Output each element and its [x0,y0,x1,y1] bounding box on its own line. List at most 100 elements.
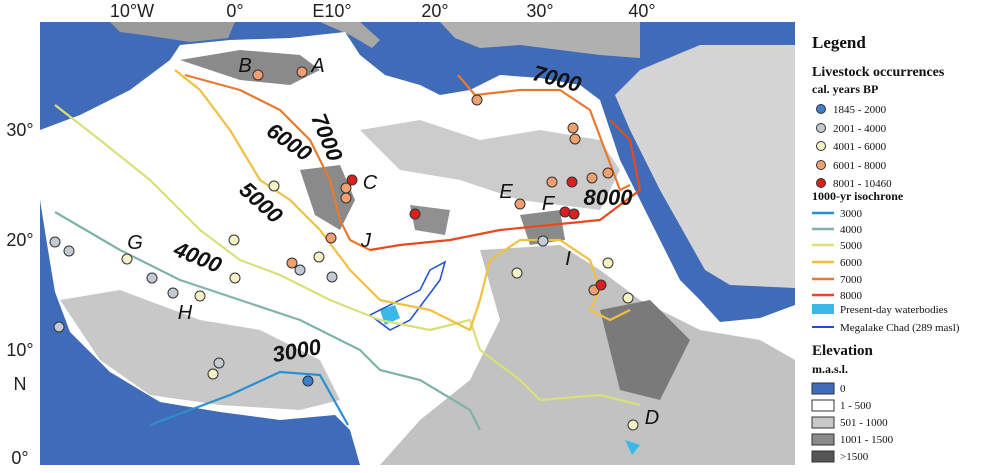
occurrences [49,66,639,431]
legend-heading: Elevation [812,343,873,359]
occurrence [286,257,298,269]
occurrence [559,206,571,218]
legend-item: 6001 - 8000 [833,160,887,172]
legend-swatch [816,123,826,133]
site-label: E [499,181,513,203]
site-label: B [238,55,251,77]
elevation-area [300,165,355,230]
legend-title: Legend [812,33,866,52]
legend-item: 8000 [840,290,863,302]
legend-swatch [816,141,826,151]
isochrone-4000 [54,211,481,431]
occurrence [514,198,526,210]
site-label: I [565,248,571,270]
occurrence [121,253,133,265]
elevation-area [520,210,565,245]
land-arabia [615,45,795,288]
site-label: G [127,232,143,254]
legend-swatch [816,178,826,188]
occurrence [567,122,579,134]
legend-heading: Livestock occurrences [812,65,945,80]
occurrence [409,208,421,220]
occurrence [53,321,65,333]
legend-subheading: 1000-yr isochrone [812,189,904,203]
occurrence [627,419,639,431]
occurrence [302,375,314,387]
legend-item: 6000 [840,257,863,269]
legend-item: 501 - 1000 [840,417,888,429]
occurrence [602,167,614,179]
elevation-area [360,120,620,210]
legend-subheading: m.a.s.l. [812,362,848,376]
elevation-area [180,50,320,85]
lon-label: 40° [628,1,655,21]
legend-swatch [816,160,826,170]
legend-item: 0 [840,383,846,395]
occurrence [213,357,225,369]
isochrone-8000 [369,119,642,252]
occurrence [586,172,598,184]
lon-label: 0° [226,1,243,21]
occurrence [194,290,206,302]
isochrone-label: 8000 [584,185,634,210]
occurrence [602,257,614,269]
occurrence [595,279,607,291]
occurrence [340,182,352,194]
legend-subheading: cal. years BP [812,82,878,96]
lon-label: 20° [421,1,448,21]
site-label: H [178,302,193,324]
occurrence [546,176,558,188]
isochrone-5000 [54,104,641,407]
legend-item: 1 - 500 [840,400,872,412]
occurrence [63,245,75,257]
land-europe [440,22,640,58]
legend-item: 3000 [840,208,863,220]
lon-label: 10°W [110,1,154,21]
occurrence [340,192,352,204]
occurrence [294,264,306,276]
legend-swatch [816,104,826,114]
lat-label: 0° [11,448,28,468]
legend-swatch [811,416,835,429]
site-label: J [360,230,372,252]
legend-swatch [811,399,835,412]
site-label: F [542,193,556,215]
legend-item: Present-day waterbodies [840,304,948,316]
occurrence [622,292,634,304]
legend-swatch [811,450,835,463]
isochrone-3000 [149,370,349,427]
legend-swatch [811,382,835,395]
legend-swatch [812,304,834,314]
land-europe [320,22,380,48]
legend-item: 8001 - 10460 [833,178,892,190]
legend-item: >1500 [840,451,869,463]
occurrence [296,66,308,78]
occurrence [537,235,549,247]
legend-item: 1845 - 2000 [833,104,887,116]
occurrence [326,271,338,283]
occurrence [313,251,325,263]
legend-item: 5000 [840,240,863,252]
legend: Legend Livestock occurrences cal. years … [811,33,960,463]
lat-label: 20° [6,230,33,250]
legend-item: Megalake Chad (289 masl) [840,322,960,334]
occurrence [146,272,158,284]
occurrence [346,174,358,186]
occurrence [268,180,280,192]
lat-label: 10° [6,340,33,360]
elevation-area [600,300,690,400]
legend-item: 2001 - 4000 [833,123,887,135]
site-label: A [310,55,324,77]
lat-label: N [14,374,27,394]
occurrence [471,94,483,106]
occurrence [252,69,264,81]
occurrence [511,267,523,279]
occurrence [167,287,179,299]
occurrence [228,234,240,246]
legend-item: 7000 [840,274,863,286]
lon-label: E10° [312,1,351,21]
legend-swatch [811,433,835,446]
legend-item: 4000 [840,224,863,236]
legend-item: 1001 - 1500 [840,434,894,446]
